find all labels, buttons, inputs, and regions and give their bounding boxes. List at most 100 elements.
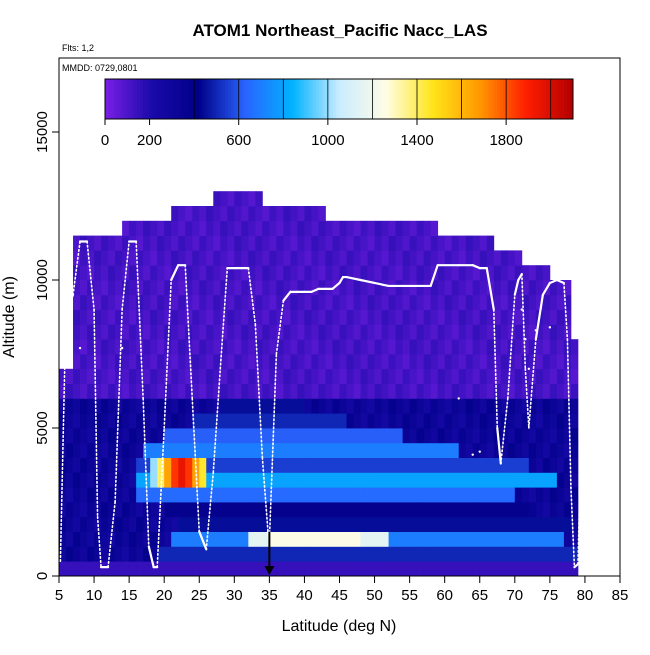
heatmap-cell [108,546,116,562]
heatmap-cell [514,368,523,384]
heatmap-cell [94,309,102,325]
heatmap-cell [80,250,88,266]
heatmap-cell [297,398,305,414]
heatmap-cell [164,235,172,251]
heatmap-cell [374,235,382,251]
heatmap-cell [500,324,509,340]
heatmap-cell [430,487,439,503]
heatmap-cell [500,561,509,577]
heatmap-cell [556,339,565,355]
heatmap-cell [549,398,558,414]
heatmap-cell [87,428,95,444]
heatmap-cell [514,354,523,370]
heatmap-cell [360,516,368,532]
heatmap-cell [325,339,333,355]
colorbar-segment [298,79,302,119]
flight-track-segment [338,275,345,285]
heatmap-cell [185,561,193,577]
heatmap-cell [479,294,488,310]
heatmap-cell [437,531,446,547]
flight-track-segment [191,397,201,533]
heatmap-cell [549,561,558,577]
heatmap-cell [241,220,249,236]
colorbar-segment [564,79,568,119]
colorbar-segment [230,79,235,119]
heatmap-cell [437,339,446,355]
heatmap-cell [507,265,516,281]
heatmap-cell [178,472,186,488]
colorbar-segment [318,79,322,119]
heatmap-cell [199,546,207,562]
heatmap-cell [465,309,474,325]
colorbar-segment [526,79,530,119]
heatmap-cell [87,354,95,370]
heatmap-cell [269,546,277,562]
heatmap-cell [325,220,333,236]
colorbar-segment [397,79,401,119]
heatmap-cell [479,265,488,281]
heatmap-cell [318,265,326,281]
heatmap-cell [122,531,130,547]
heatmap-cell [115,265,123,281]
heatmap-cell [101,398,109,414]
heatmap-cell [395,383,404,399]
heatmap-cell [409,324,418,340]
heatmap-cell [367,413,375,429]
heatmap-cell [108,368,116,384]
heatmap-cell [241,383,249,399]
heatmap-cell [157,502,165,518]
heatmap-cell [185,354,193,370]
heatmap-cell [241,531,249,547]
heatmap-cell [339,354,347,370]
heatmap-cell [262,428,270,444]
heatmap-cell [227,472,235,488]
heatmap-cell [220,368,228,384]
heatmap-cell [276,457,284,473]
heatmap-cell [192,428,200,444]
heatmap-cell [192,487,200,503]
heatmap-cell [311,516,319,532]
heatmap-cell [339,413,347,429]
heatmap-cell [297,383,305,399]
heatmap-cell [395,324,404,340]
heatmap-cell [381,280,389,296]
heatmap-cell [150,250,158,266]
colorbar-segment [432,79,437,119]
heatmap-cell [255,235,263,251]
heatmap-cell [262,531,270,547]
heatmap-cell [570,502,579,518]
heatmap-cell [437,398,446,414]
heatmap-cell [374,487,382,503]
heatmap-cell [451,265,460,281]
heatmap-cell [423,265,432,281]
heatmap-cell [178,265,186,281]
heatmap-cell [157,280,165,296]
heatmap-cell [157,516,165,532]
heatmap-cell [493,457,502,473]
heatmap-cell [178,413,186,429]
colorbar-segment [157,79,162,119]
heatmap-cell [94,546,102,562]
heatmap-cell [360,413,368,429]
heatmap-cell [304,428,312,444]
heatmap-cell [416,235,425,251]
heatmap-cell [136,457,144,473]
heatmap-cell [129,502,137,518]
heatmap-cell [234,516,242,532]
heatmap-cell [500,413,509,429]
heatmap-cell [122,250,130,266]
heatmap-cell [339,457,347,473]
colorbar-tick-label: 200 [137,132,162,149]
heatmap-cell [374,516,382,532]
heatmap-cell [493,383,502,399]
heatmap-cell [206,354,214,370]
heatmap-cell [255,413,263,429]
heatmap-cell [360,368,368,384]
heatmap-cell [234,309,242,325]
heatmap-cell [528,398,537,414]
heatmap-cell [311,487,319,503]
heatmap-cell [332,235,340,251]
heatmap-cell [325,324,333,340]
heatmap-cell [472,398,481,414]
heatmap-cell [451,368,460,384]
